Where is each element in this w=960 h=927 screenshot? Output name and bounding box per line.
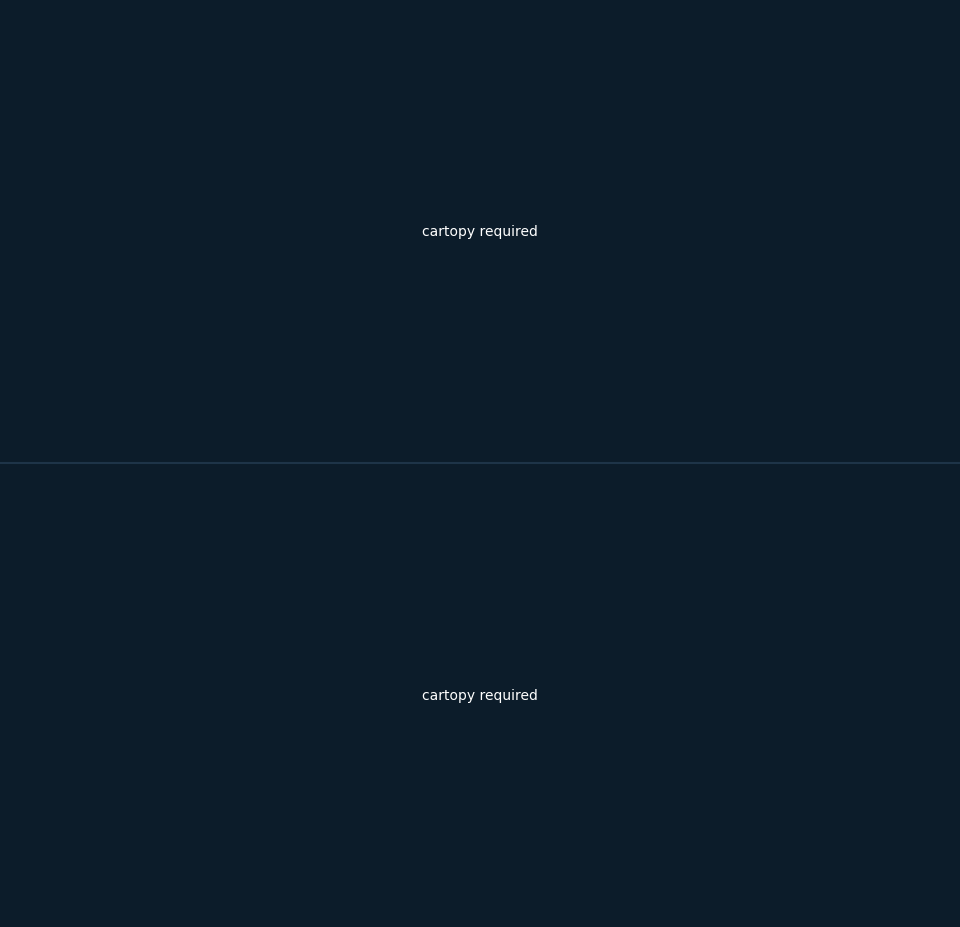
Text: cartopy required: cartopy required	[422, 688, 538, 703]
Text: cartopy required: cartopy required	[422, 224, 538, 239]
